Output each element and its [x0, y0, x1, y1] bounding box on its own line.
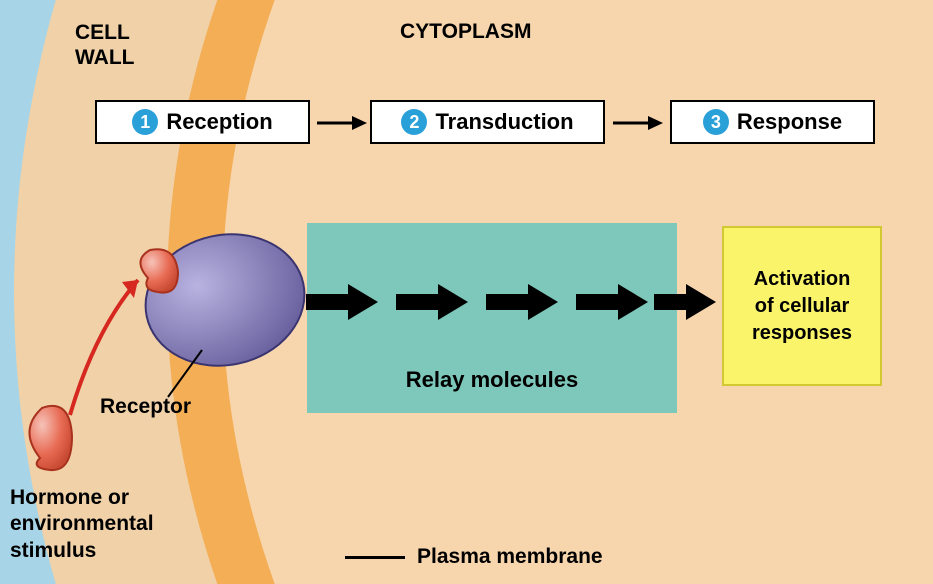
receptor-label: Receptor	[100, 395, 191, 419]
relay-molecules-label: Relay molecules	[406, 367, 578, 393]
step-transduction: 2 Transduction	[370, 100, 605, 144]
step-3-number: 3	[703, 109, 729, 135]
hormone-line2: environmental	[10, 511, 154, 537]
cytoplasm-label: CYTOPLASM	[400, 20, 531, 44]
step-3-label: Response	[737, 109, 842, 135]
step-arrow-2	[608, 108, 668, 138]
cell-wall-label: CELL WALL	[75, 20, 134, 70]
cell-wall-label-line1: CELL	[75, 20, 134, 45]
step-1-number: 1	[132, 109, 158, 135]
hormone-label: Hormone or environmental stimulus	[10, 485, 154, 564]
response-line1: Activation	[752, 266, 852, 293]
relay-arrows	[306, 282, 756, 342]
step-reception: 1 Reception	[95, 100, 310, 144]
plasma-membrane-text: Plasma membrane	[417, 545, 603, 569]
hormone-line3: stimulus	[10, 538, 154, 564]
hormone-line1: Hormone or	[10, 485, 154, 511]
plasma-membrane-label: Plasma membrane	[345, 545, 603, 569]
plasma-membrane-line-icon	[345, 556, 405, 559]
response-line2: of cellular	[752, 293, 852, 320]
step-arrow-1	[312, 108, 372, 138]
step-response: 3 Response	[670, 100, 875, 144]
response-line3: responses	[752, 320, 852, 347]
step-2-label: Transduction	[435, 109, 573, 135]
step-1-label: Reception	[166, 109, 272, 135]
step-2-number: 2	[401, 109, 427, 135]
cell-wall-label-line2: WALL	[75, 45, 134, 70]
receptor-hormone-shapes	[0, 200, 350, 520]
